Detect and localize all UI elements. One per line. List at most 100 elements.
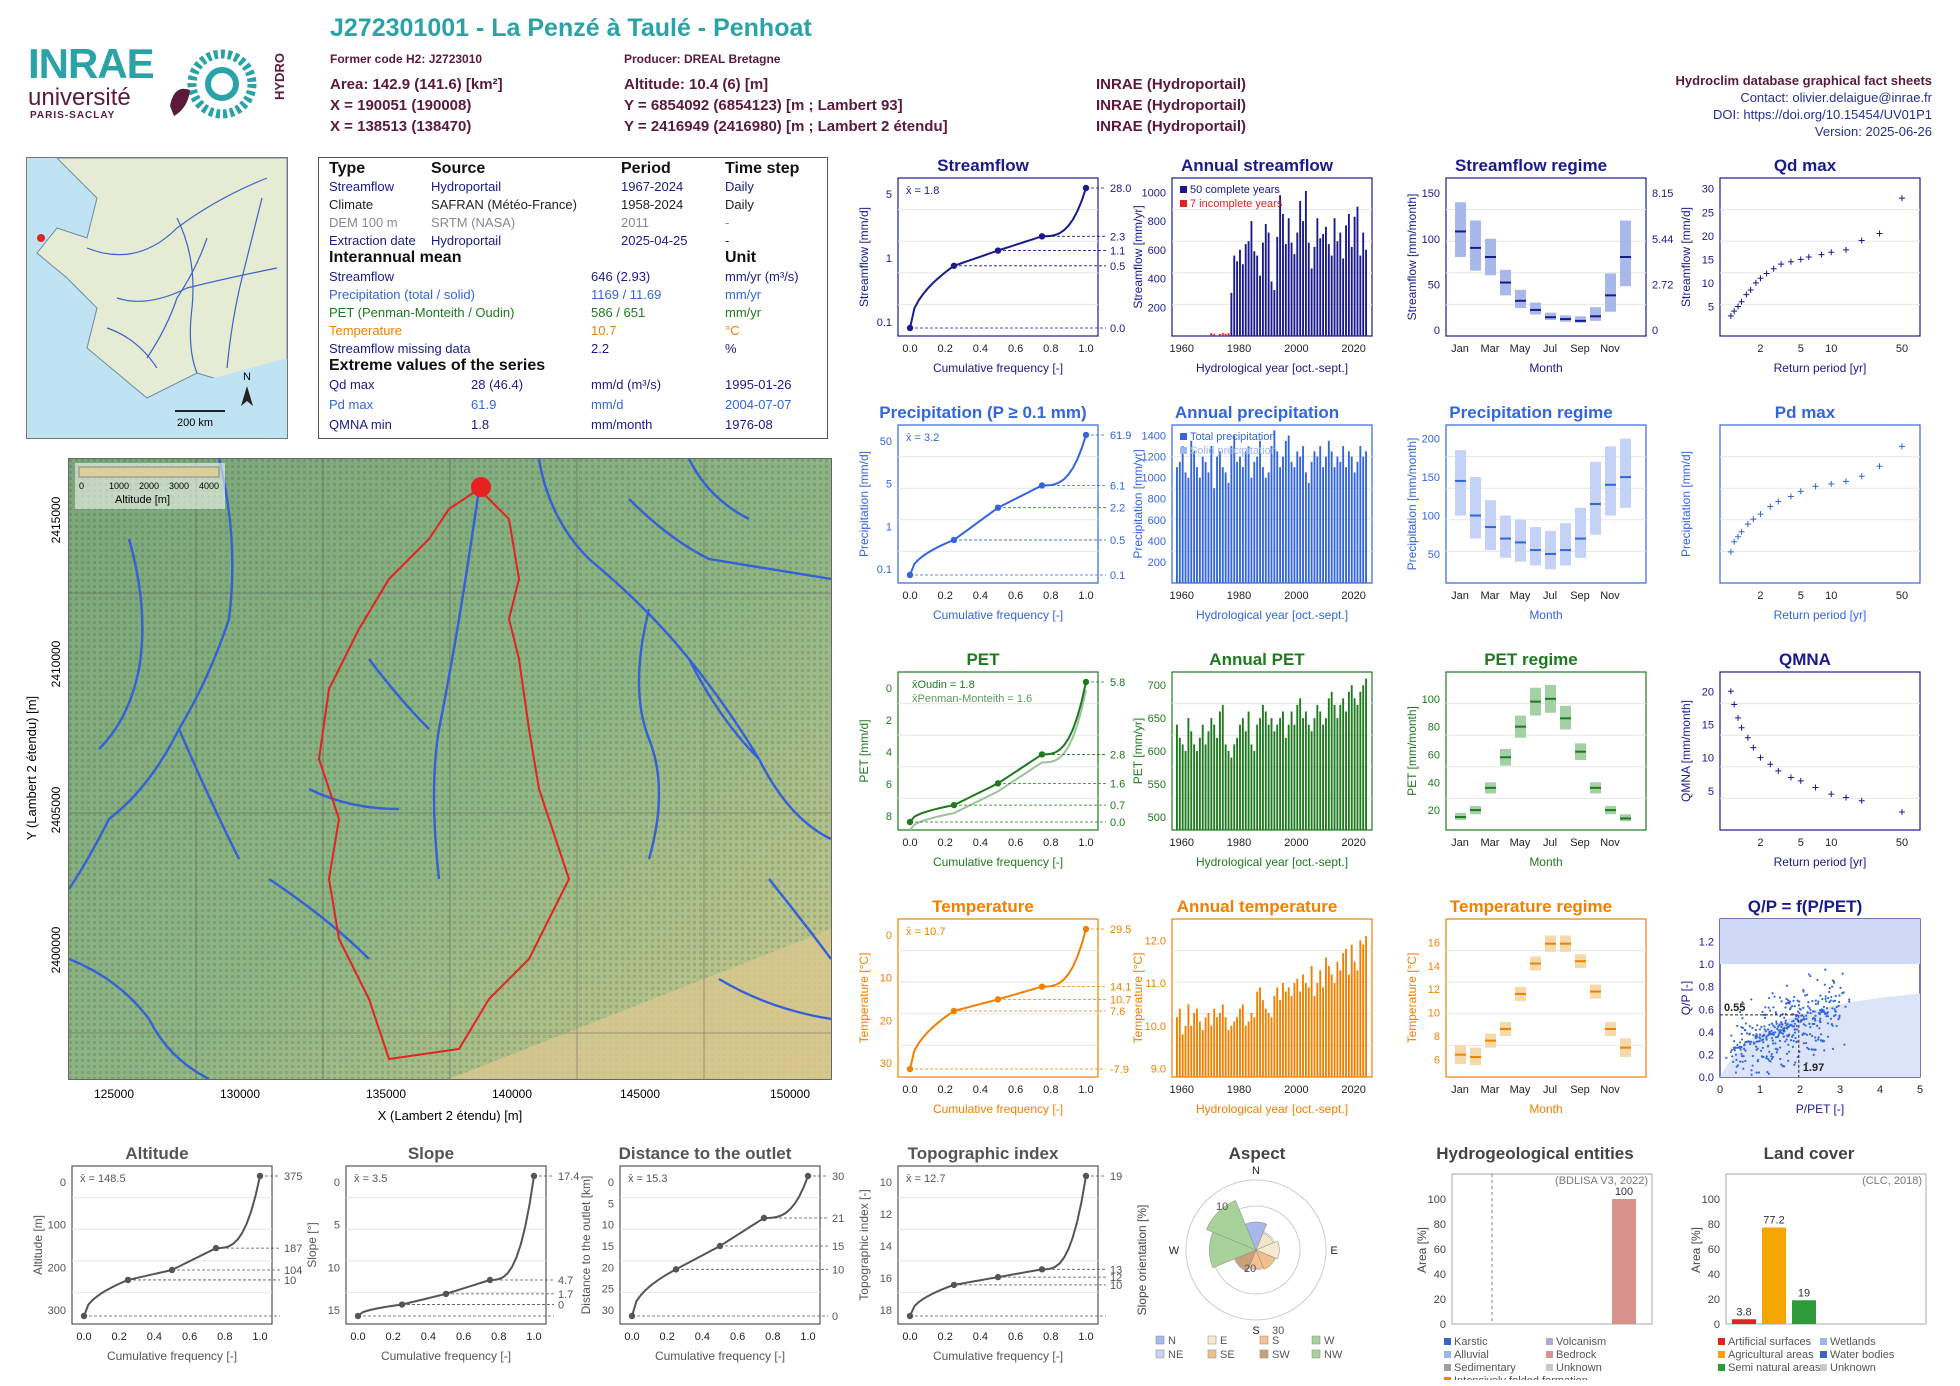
annual-bar bbox=[1290, 461, 1293, 583]
y-tick-label: 650 bbox=[1148, 713, 1166, 725]
annual-bar bbox=[1236, 1017, 1239, 1077]
annual-bar bbox=[1181, 1034, 1184, 1077]
y-tick-label: 20 bbox=[1702, 231, 1714, 243]
x-tick-label: 0.6 bbox=[1008, 837, 1023, 849]
annual-bar bbox=[1356, 704, 1359, 830]
annual-bar bbox=[1356, 461, 1359, 583]
quantile-point bbox=[1038, 1266, 1046, 1273]
y-tick-label: 0 bbox=[608, 1177, 614, 1189]
y-axis-label: Precipitation [mm/d] bbox=[1679, 451, 1693, 557]
return-period-point bbox=[1747, 286, 1754, 293]
qp-point bbox=[1770, 1052, 1773, 1056]
annual-bar bbox=[1196, 751, 1198, 830]
qp-point bbox=[1763, 1025, 1766, 1028]
qp-point bbox=[1838, 1000, 1841, 1004]
qp-point bbox=[1740, 1026, 1743, 1029]
annual-bar bbox=[1250, 744, 1253, 830]
y-axis-label: Streamflow [mm/d] bbox=[1679, 207, 1693, 307]
annual-bar bbox=[1221, 1004, 1224, 1077]
qp-point bbox=[1831, 1007, 1834, 1010]
x-tick-label: 1960 bbox=[1169, 590, 1193, 602]
annual-bar bbox=[1304, 711, 1307, 830]
qp-point bbox=[1830, 1023, 1833, 1026]
qp-point bbox=[1781, 1023, 1784, 1026]
annual-bar bbox=[1244, 731, 1247, 830]
right-tick-label: 21 bbox=[832, 1213, 844, 1225]
x-tick-label: 2020 bbox=[1341, 590, 1365, 602]
right-tick-label: 14.1 bbox=[1110, 982, 1131, 994]
qp-point bbox=[1779, 1014, 1782, 1018]
annual-bar bbox=[1304, 983, 1307, 1077]
qp-point bbox=[1809, 975, 1812, 978]
return-period-point bbox=[1858, 797, 1865, 804]
x-axis-label: Month bbox=[1529, 1102, 1562, 1116]
annual-bar bbox=[1290, 995, 1293, 1077]
qp-point bbox=[1835, 1024, 1838, 1028]
quantile-point bbox=[398, 1301, 406, 1308]
x-tick-label: 0.2 bbox=[938, 343, 953, 355]
qp-point bbox=[1748, 1040, 1751, 1043]
qp-point bbox=[1758, 1028, 1762, 1031]
annual-bar bbox=[1299, 991, 1302, 1077]
qp-point bbox=[1816, 1024, 1819, 1027]
right-tick-label: 8.15 bbox=[1652, 188, 1673, 200]
x-tick-label: 2020 bbox=[1341, 1084, 1365, 1096]
qp-point bbox=[1736, 1024, 1739, 1028]
qp-point bbox=[1782, 1035, 1785, 1038]
doi-link[interactable]: DOI: https://doi.org/10.15454/UV01P1 bbox=[1713, 107, 1932, 122]
minimap-rivers bbox=[86, 177, 278, 374]
qp-point bbox=[1834, 994, 1837, 998]
x-tick-label: 0.6 bbox=[1008, 1084, 1023, 1096]
y-tick-label: 1.0 bbox=[1699, 959, 1714, 971]
x-tick-label: Mar bbox=[1481, 343, 1500, 355]
annual-bar bbox=[1330, 255, 1333, 336]
quantile-point bbox=[168, 1266, 176, 1274]
y-tick-label: 30 bbox=[880, 1058, 892, 1070]
qp-point bbox=[1776, 1048, 1779, 1051]
annual-bar bbox=[1256, 456, 1259, 583]
y-tick-label: 100 bbox=[48, 1220, 66, 1232]
qp-point bbox=[1800, 1014, 1803, 1017]
catchment-map-svg: 0 1000 2000 3000 4000 Altitude [m] bbox=[69, 459, 831, 1079]
annual-bar bbox=[1302, 718, 1304, 830]
contact[interactable]: Contact: olivier.delaigue@inrae.fr bbox=[1740, 90, 1932, 105]
chart-panel: Annual streamflow Hydrological year [oct.… bbox=[1131, 156, 1373, 375]
y-tick-label: 2 bbox=[886, 715, 892, 727]
annual-bar bbox=[1279, 718, 1282, 830]
annual-bar bbox=[1316, 456, 1319, 583]
legend-label: SW bbox=[1272, 1349, 1290, 1361]
annual-bar bbox=[1264, 1008, 1267, 1077]
qp-point bbox=[1829, 999, 1832, 1002]
x-tick-label: Jan bbox=[1451, 1084, 1469, 1096]
qp-point bbox=[1805, 1033, 1809, 1036]
mean-value: 646 (2.93) bbox=[591, 269, 651, 284]
annual-bar bbox=[1239, 249, 1241, 336]
x-axis-label: Cumulative frequency [-] bbox=[933, 608, 1063, 622]
qp-point bbox=[1765, 1035, 1768, 1038]
annual-bar bbox=[1359, 940, 1362, 1077]
regime-band bbox=[1605, 446, 1616, 516]
plot-area bbox=[897, 177, 1099, 337]
annual-bar bbox=[1181, 446, 1184, 583]
qp-point bbox=[1736, 1043, 1739, 1046]
y-tick-label: 400 bbox=[1148, 536, 1166, 548]
info-row-period: 1958-2024 bbox=[621, 197, 684, 212]
annual-bar bbox=[1259, 987, 1261, 1077]
qp-point bbox=[1799, 1019, 1803, 1022]
france-minimap-svg: 200 km N bbox=[36, 158, 287, 438]
x-tick-label: 0.8 bbox=[1043, 343, 1058, 355]
x-axis-label: Month bbox=[1529, 608, 1562, 622]
y-tick-label: 60 bbox=[1428, 749, 1440, 761]
x-tick-label: 2000 bbox=[1284, 590, 1308, 602]
chart-title: Aspect bbox=[1229, 1144, 1286, 1163]
return-period-point bbox=[1727, 312, 1734, 319]
annual-bar bbox=[1325, 957, 1327, 1077]
qp-point bbox=[1809, 1012, 1812, 1015]
x-tick-label: 0.2 bbox=[660, 1331, 675, 1343]
annual-bar bbox=[1267, 724, 1270, 830]
x-tick-label: 50 bbox=[1896, 837, 1908, 849]
annual-bar bbox=[1313, 451, 1316, 583]
mean-unit: mm/yr (m³/s) bbox=[725, 269, 799, 284]
annual-bar bbox=[1181, 744, 1184, 830]
